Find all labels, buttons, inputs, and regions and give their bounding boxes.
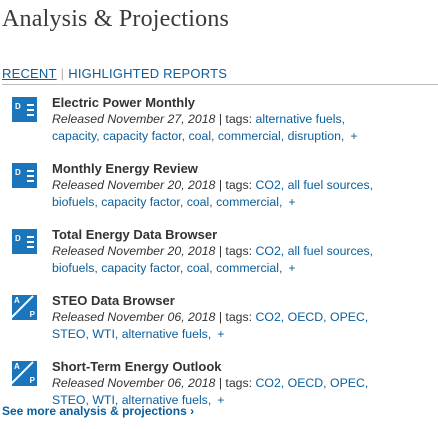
more-tags-button[interactable]: + xyxy=(217,327,225,341)
icon-line xyxy=(27,114,34,116)
tag-link[interactable]: biofuels, xyxy=(52,195,98,209)
list-item: D Electric Power Monthly Released November… xyxy=(0,95,438,161)
icon-letter: D xyxy=(15,234,21,243)
tag-link[interactable]: capacity, xyxy=(52,129,100,143)
more-tags-button[interactable]: + xyxy=(350,129,358,143)
report-meta: Released November 20, 2018 | tags: CO2, … xyxy=(52,243,436,277)
release-date: Released November 06, 2018 xyxy=(52,310,216,324)
report-meta: Released November 27, 2018 | tags: alter… xyxy=(52,111,436,145)
tag-link[interactable]: CO2, xyxy=(255,178,285,192)
tab-recent[interactable]: RECENT xyxy=(2,66,57,81)
page-title: Analysis & Projections xyxy=(2,6,230,32)
report-meta: Released November 06, 2018 | tags: CO2, … xyxy=(52,375,436,409)
list-item: D Total Energy Data Browser Released Novem… xyxy=(0,227,438,293)
tag-link[interactable]: coal, xyxy=(186,195,213,209)
tag-link[interactable]: commercial, xyxy=(216,261,283,275)
tag-link[interactable]: OECD, xyxy=(287,310,327,324)
release-date: Released November 20, 2018 xyxy=(52,178,216,192)
tag-link[interactable]: CO2, xyxy=(255,244,285,258)
tag-link[interactable]: capacity factor, xyxy=(103,129,186,143)
tag-link[interactable]: OPEC, xyxy=(330,310,369,324)
icon-line xyxy=(27,175,34,177)
icon-line xyxy=(27,241,34,243)
tab-separator: | xyxy=(60,66,65,81)
tab-highlighted-reports[interactable]: HIGHLIGHTED REPORTS xyxy=(68,66,228,81)
icon-letter: A xyxy=(14,296,20,305)
d-document-icon[interactable]: D xyxy=(12,163,37,188)
release-date: Released November 06, 2018 xyxy=(52,376,216,390)
icon-line xyxy=(27,170,34,172)
tag-link[interactable]: alternative fuels, xyxy=(121,327,212,341)
tags-label: | tags: xyxy=(218,112,253,126)
tag-link[interactable]: biofuels, xyxy=(52,261,98,275)
report-meta: Released November 06, 2018 | tags: CO2, … xyxy=(52,309,436,343)
d-document-icon[interactable]: D xyxy=(12,97,37,122)
tags-label: | tags: xyxy=(218,310,253,324)
tag-link[interactable]: STEO, xyxy=(52,327,89,341)
tag-link[interactable]: all fuel sources, xyxy=(287,244,374,258)
d-document-icon[interactable]: D xyxy=(12,229,37,254)
more-tags-button[interactable]: + xyxy=(217,393,225,407)
icon-line xyxy=(27,109,34,111)
icon-line xyxy=(27,180,34,182)
list-item: D Monthly Energy Review Released November … xyxy=(0,161,438,227)
tab-divider xyxy=(2,84,438,85)
tag-link[interactable]: OPEC, xyxy=(330,376,369,390)
report-title-link[interactable]: STEO Data Browser xyxy=(52,293,175,308)
list-item: A P STEO Data Browser Released November 06,… xyxy=(0,293,438,359)
release-date: Released November 20, 2018 xyxy=(52,244,216,258)
tag-link[interactable]: CO2, xyxy=(255,310,285,324)
more-tags-button[interactable]: + xyxy=(288,195,296,209)
see-more-link[interactable]: See more analysis & projections › xyxy=(2,404,195,418)
icon-line xyxy=(27,236,34,238)
icon-line xyxy=(27,104,34,106)
tag-link[interactable]: coal, xyxy=(188,129,215,143)
tag-link[interactable]: commercial, xyxy=(216,195,283,209)
tag-link[interactable]: capacity factor, xyxy=(101,195,184,209)
icon-letter: P xyxy=(29,376,35,385)
icon-letter: D xyxy=(15,102,21,111)
release-date: Released November 27, 2018 xyxy=(52,112,216,126)
report-title-link[interactable]: Monthly Energy Review xyxy=(52,161,198,176)
icon-letter: A xyxy=(14,362,20,371)
icon-letter: P xyxy=(29,310,35,319)
tag-link[interactable]: WTI, xyxy=(92,327,119,341)
tag-link[interactable]: OECD, xyxy=(287,376,327,390)
tag-link[interactable]: all fuel sources, xyxy=(287,178,374,192)
tag-link[interactable]: WTI, xyxy=(92,393,119,407)
more-tags-button[interactable]: + xyxy=(288,261,296,275)
tags-label: | tags: xyxy=(218,244,253,258)
report-meta: Released November 20, 2018 | tags: CO2, … xyxy=(52,177,436,211)
icon-letter: D xyxy=(15,168,21,177)
tag-link[interactable]: alternative fuels, xyxy=(255,112,346,126)
tag-link[interactable]: STEO, xyxy=(52,393,89,407)
report-title-link[interactable]: Short-Term Energy Outlook xyxy=(52,359,222,374)
tag-link[interactable]: capacity factor, xyxy=(101,261,184,275)
tag-link[interactable]: CO2, xyxy=(255,376,285,390)
tab-bar: RECENT | HIGHLIGHTED REPORTS xyxy=(2,66,227,81)
report-title-link[interactable]: Total Energy Data Browser xyxy=(52,227,218,242)
list-item: A P Short-Term Energy Outlook Released Nove… xyxy=(0,359,438,425)
report-title-link[interactable]: Electric Power Monthly xyxy=(52,95,196,110)
tag-link[interactable]: coal, xyxy=(186,261,213,275)
icon-line xyxy=(27,246,34,248)
tag-link[interactable]: disruption, xyxy=(287,129,345,143)
tags-label: | tags: xyxy=(218,178,253,192)
tag-link[interactable]: commercial, xyxy=(217,129,285,143)
tag-link[interactable]: alternative fuels, xyxy=(121,393,212,407)
tags-label: | tags: xyxy=(218,376,253,390)
